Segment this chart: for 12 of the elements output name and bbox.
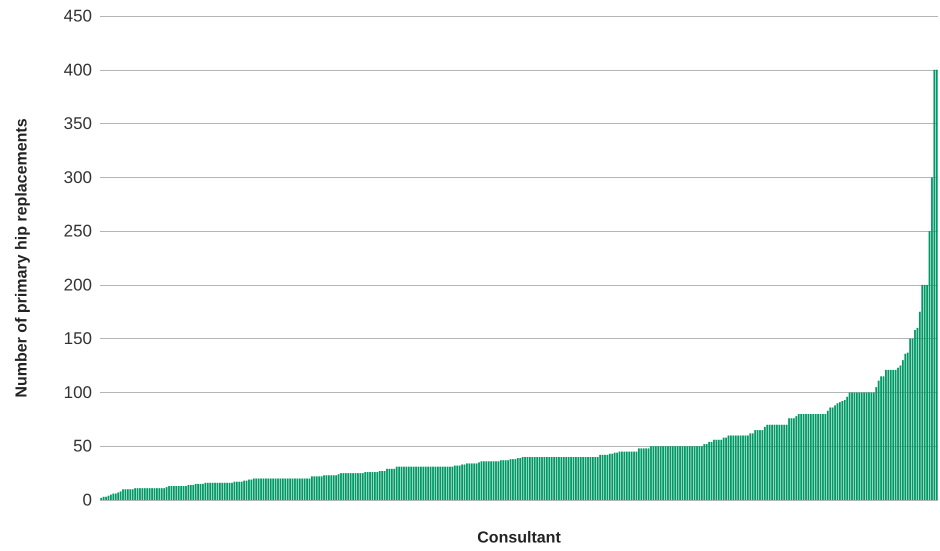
y-tick-label: 200 (64, 275, 92, 294)
y-tick-label: 50 (73, 436, 92, 456)
y-tick-label: 0 (82, 490, 92, 510)
y-tick-label: 400 (64, 60, 92, 80)
y-tick-label: 250 (64, 222, 92, 241)
y-tick-label: 100 (64, 382, 92, 402)
y-tick-label: 450 (64, 6, 92, 26)
y-tick-label: 150 (64, 329, 92, 348)
x-axis-title: Consultant (477, 530, 562, 546)
y-tick-label: 300 (64, 168, 92, 187)
y-axis-title: Number of primary hip replacements (14, 118, 30, 398)
y-tick-label: 350 (64, 114, 92, 134)
